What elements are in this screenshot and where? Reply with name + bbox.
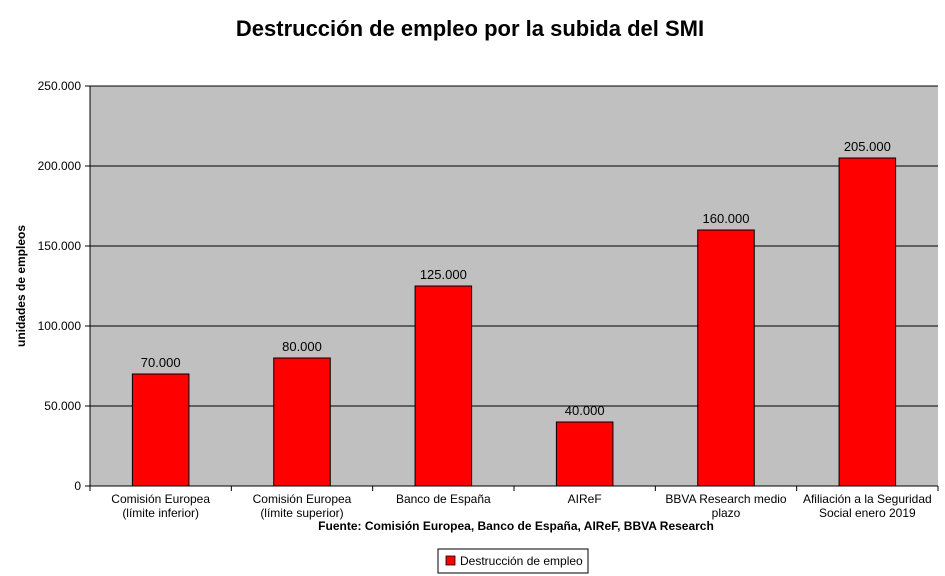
bar	[414, 285, 473, 487]
legend-swatch	[445, 555, 456, 566]
y-tick-label: 150.000	[38, 239, 82, 253]
x-tick-label: Afiliación a la Seguridad Social enero 20…	[803, 492, 932, 520]
y-tick-label: 0	[74, 479, 81, 493]
data-label: 70.000	[141, 355, 181, 370]
plot-area	[90, 86, 938, 486]
data-label: 40.000	[565, 403, 605, 418]
x-tick-label: BBVA Research medio plazo	[665, 492, 786, 520]
x-tick-label: Comisión Europea (límite inferior)	[111, 492, 210, 520]
y-tick-label: 250.000	[38, 79, 82, 93]
legend: Destrucción de empleo	[437, 548, 589, 574]
bar	[131, 373, 190, 487]
legend-label: Destrucción de empleo	[460, 554, 583, 568]
gridlines	[90, 85, 938, 407]
x-axis: Comisión Europea (límite inferior) Comisió…	[89, 485, 939, 520]
y-axis-label: unidades de empleos	[14, 225, 28, 347]
x-tick-label: Banco de España	[396, 492, 491, 506]
x-tick-label: Comisión Europea (límite superior)	[253, 492, 352, 520]
data-label: 205.000	[844, 139, 891, 154]
bar	[697, 229, 755, 487]
bar	[555, 421, 614, 487]
data-label: 80.000	[282, 339, 322, 354]
x-tick-label: AIReF	[568, 492, 602, 506]
data-label: 125.000	[420, 267, 467, 282]
bar	[838, 157, 897, 487]
y-tick-label: 100.000	[38, 319, 82, 333]
chart-title: Destrucción de empleo por la subida del …	[236, 16, 704, 41]
source-note: Fuente: Comisión Europea, Banco de Españ…	[318, 519, 714, 533]
y-tick-label: 200.000	[38, 159, 82, 173]
y-axis: 0 50.000 100.000 150.000 200.000 250.000	[38, 79, 91, 493]
bars: 70.000 80.000 125.000 40.000 160.000 205.000	[131, 139, 897, 487]
legend-box	[437, 548, 589, 574]
y-tick-label: 50.000	[44, 399, 81, 413]
data-label: 160.000	[703, 211, 750, 226]
bar	[273, 357, 331, 487]
